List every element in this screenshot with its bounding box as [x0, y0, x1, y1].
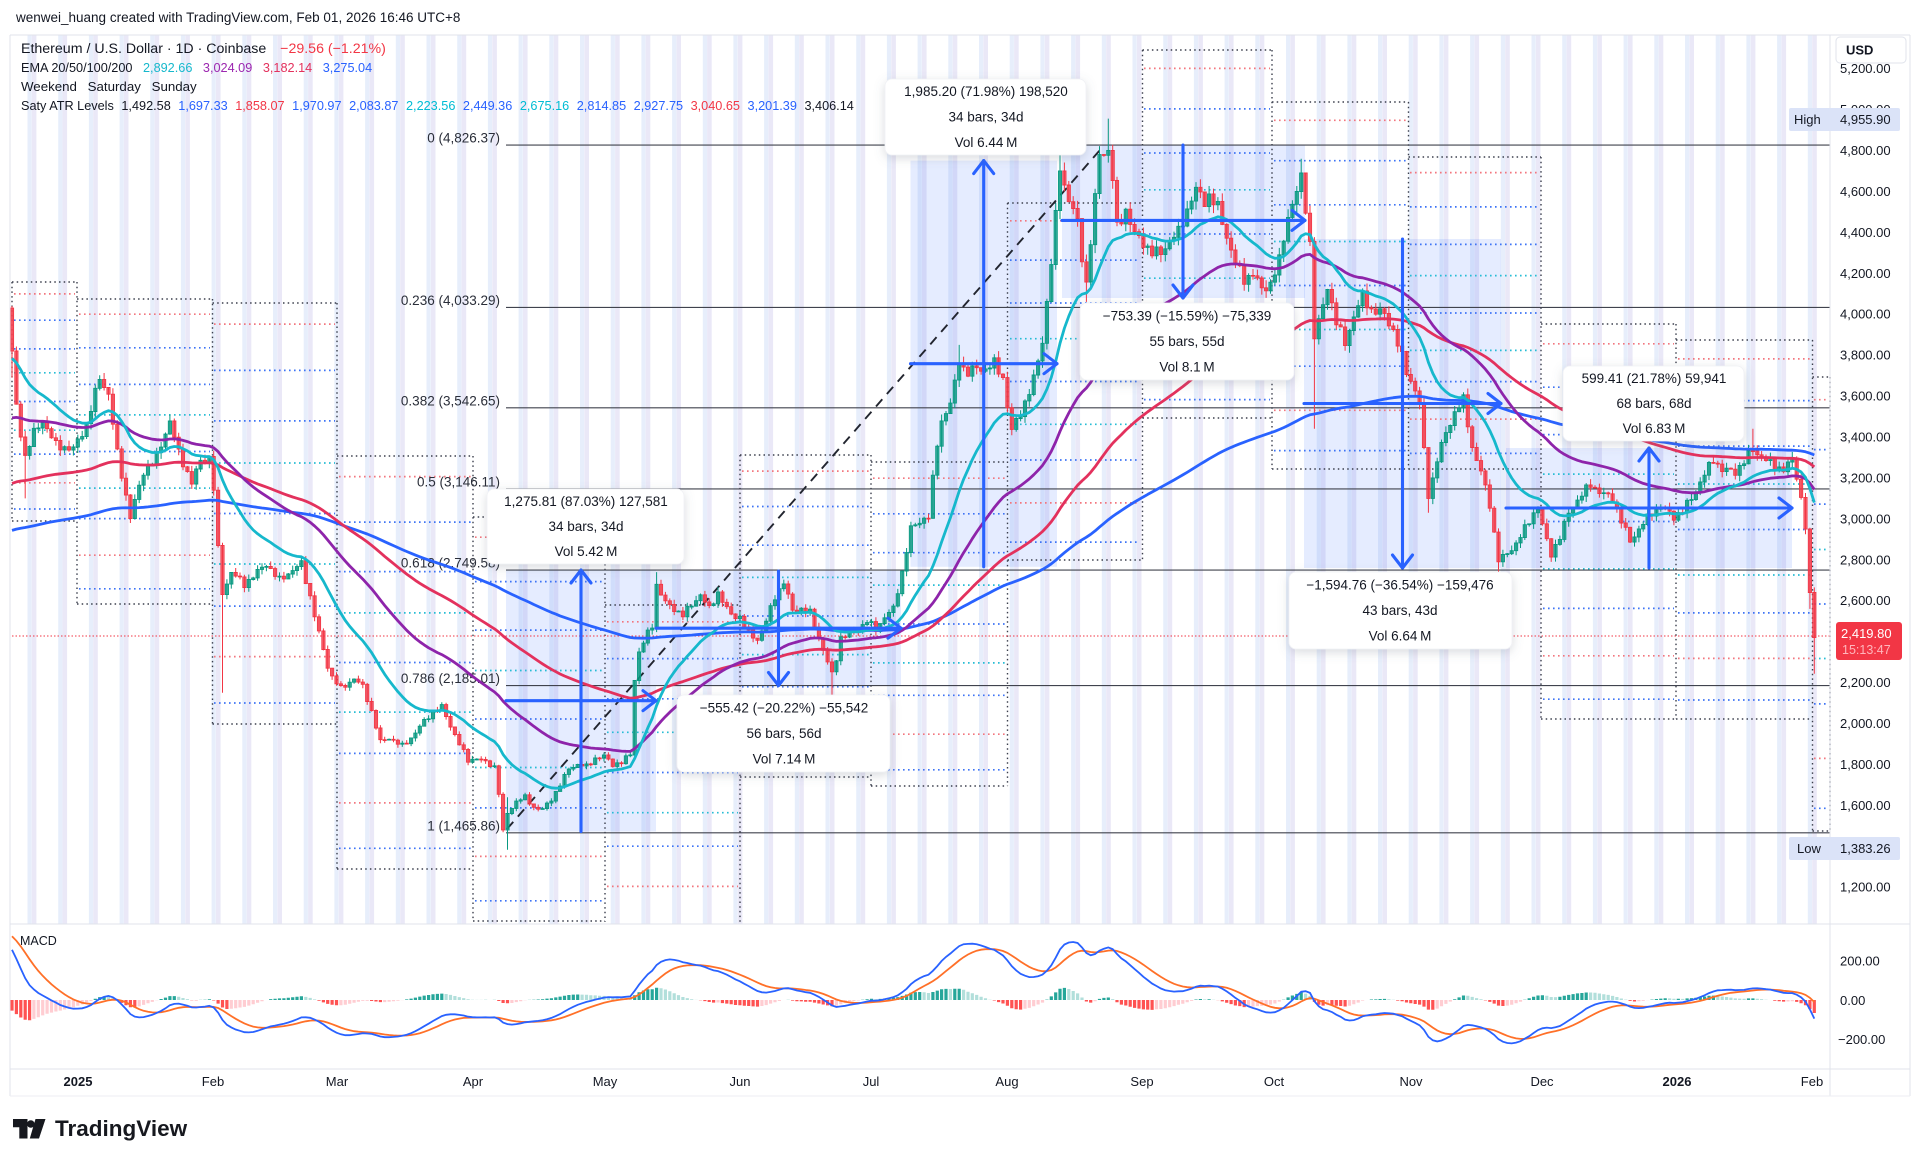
svg-text:0.5 (3,146.11): 0.5 (3,146.11)	[417, 474, 500, 489]
svg-text:4,000.00: 4,000.00	[1840, 307, 1891, 322]
svg-text:Oct: Oct	[1264, 1074, 1285, 1089]
svg-text:Feb: Feb	[1801, 1074, 1823, 1089]
svg-text:1,383.26: 1,383.26	[1840, 841, 1891, 856]
svg-text:Mar: Mar	[326, 1074, 349, 1089]
svg-text:0 (4,826.37): 0 (4,826.37)	[427, 131, 500, 146]
svg-text:TradingView: TradingView	[55, 1116, 188, 1141]
svg-text:56 bars, 56d: 56 bars, 56d	[746, 726, 821, 741]
svg-text:4,800.00: 4,800.00	[1840, 143, 1891, 158]
svg-text:Vol 7.14 M: Vol 7.14 M	[753, 752, 816, 767]
svg-text:599.41 (21.78%) 59,941: 599.41 (21.78%) 59,941	[1582, 371, 1727, 386]
svg-text:0.236 (4,033.29): 0.236 (4,033.29)	[401, 293, 500, 308]
svg-text:Sep: Sep	[1130, 1074, 1153, 1089]
svg-text:34 bars, 34d: 34 bars, 34d	[948, 110, 1023, 125]
svg-text:−753.39 (−15.59%) −75,339: −753.39 (−15.59%) −75,339	[1103, 308, 1272, 323]
svg-text:4,600.00: 4,600.00	[1840, 184, 1891, 199]
svg-text:4,400.00: 4,400.00	[1840, 225, 1891, 240]
svg-text:1,275.81 (87.03%) 127,581: 1,275.81 (87.03%) 127,581	[504, 494, 668, 509]
svg-text:34 bars, 34d: 34 bars, 34d	[548, 519, 623, 534]
svg-text:43 bars, 43d: 43 bars, 43d	[1362, 603, 1437, 618]
svg-text:1,600.00: 1,600.00	[1840, 798, 1891, 813]
svg-text:2,419.80: 2,419.80	[1841, 626, 1892, 641]
svg-text:Jun: Jun	[730, 1074, 751, 1089]
svg-text:3,000.00: 3,000.00	[1840, 511, 1891, 526]
svg-text:3,400.00: 3,400.00	[1840, 430, 1891, 445]
svg-text:1,800.00: 1,800.00	[1840, 757, 1891, 772]
svg-text:Saty ATR Levels 1,492.58 1,697: Saty ATR Levels 1,492.58 1,697.33 1,858.…	[21, 99, 854, 113]
svg-text:Feb: Feb	[202, 1074, 224, 1089]
svg-text:3,600.00: 3,600.00	[1840, 389, 1891, 404]
svg-text:Vol 6.44 M: Vol 6.44 M	[955, 135, 1018, 150]
svg-text:3,800.00: 3,800.00	[1840, 348, 1891, 363]
svg-text:15:13:47: 15:13:47	[1842, 643, 1891, 657]
svg-text:May: May	[593, 1074, 618, 1089]
svg-text:2,200.00: 2,200.00	[1840, 675, 1891, 690]
svg-text:Apr: Apr	[463, 1074, 484, 1089]
svg-text:Weekend Saturday Sunday: Weekend Saturday Sunday	[21, 79, 197, 94]
svg-text:55 bars, 55d: 55 bars, 55d	[1149, 334, 1224, 349]
svg-text:3,200.00: 3,200.00	[1840, 470, 1891, 485]
svg-text:−1,594.76 (−36.54%) −159,476: −1,594.76 (−36.54%) −159,476	[1306, 577, 1493, 592]
svg-text:2025: 2025	[64, 1074, 93, 1089]
svg-text:1,985.20 (71.98%) 198,520: 1,985.20 (71.98%) 198,520	[904, 84, 1068, 99]
svg-text:1,200.00: 1,200.00	[1840, 880, 1891, 895]
svg-text:Dec: Dec	[1530, 1074, 1554, 1089]
svg-text:−555.42 (−20.22%) −55,542: −555.42 (−20.22%) −55,542	[700, 700, 869, 715]
svg-text:2,000.00: 2,000.00	[1840, 716, 1891, 731]
svg-text:EMA 20/50/100/200 2,892.66 3,0: EMA 20/50/100/200 2,892.66 3,024.09 3,18…	[21, 61, 372, 75]
svg-text:Vol 6.64 M: Vol 6.64 M	[1369, 629, 1432, 644]
svg-text:200.00: 200.00	[1840, 954, 1880, 969]
svg-text:1 (1,465.86): 1 (1,465.86)	[427, 818, 500, 833]
svg-text:2026: 2026	[1663, 1074, 1692, 1089]
svg-text:Ethereum / U.S. Dollar · 1D ·: Ethereum / U.S. Dollar · 1D · Coinbase −…	[21, 41, 386, 57]
svg-text:0.786 (2,185.01): 0.786 (2,185.01)	[401, 671, 500, 686]
svg-text:Vol 5.42 M: Vol 5.42 M	[555, 544, 618, 559]
svg-text:2,800.00: 2,800.00	[1840, 552, 1891, 567]
svg-text:Nov: Nov	[1399, 1074, 1423, 1089]
svg-text:Low: Low	[1797, 841, 1821, 856]
svg-text:wenwei_huang created with Trad: wenwei_huang created with TradingView.co…	[15, 10, 460, 25]
svg-text:MACD: MACD	[20, 934, 57, 948]
svg-text:0.00: 0.00	[1840, 993, 1865, 1008]
svg-text:68 bars, 68d: 68 bars, 68d	[1616, 396, 1691, 411]
svg-text:2,600.00: 2,600.00	[1840, 593, 1891, 608]
svg-text:Aug: Aug	[995, 1074, 1018, 1089]
svg-text:4,955.90: 4,955.90	[1840, 112, 1891, 127]
svg-text:−200.00: −200.00	[1838, 1032, 1885, 1047]
svg-text:4,200.00: 4,200.00	[1840, 266, 1891, 281]
svg-text:0.382 (3,542.65): 0.382 (3,542.65)	[401, 393, 500, 408]
svg-text:Vol 8.1 M: Vol 8.1 M	[1159, 360, 1214, 375]
svg-text:USD: USD	[1846, 43, 1873, 58]
svg-text:5,200.00: 5,200.00	[1840, 61, 1891, 76]
svg-text:Jul: Jul	[863, 1074, 880, 1089]
svg-text:High: High	[1794, 112, 1821, 127]
svg-text:Vol 6.83 M: Vol 6.83 M	[1623, 421, 1686, 436]
